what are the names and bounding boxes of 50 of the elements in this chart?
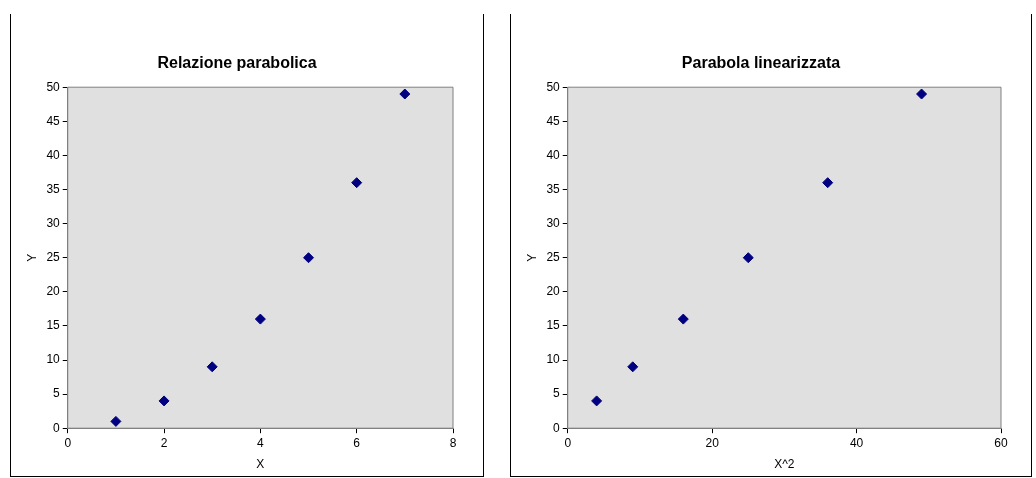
point	[627, 361, 639, 373]
chart-title: Relazione parabolica	[157, 54, 317, 72]
point	[916, 88, 928, 100]
y-tick-label: 5	[53, 386, 61, 401]
y-tick-label: 45	[46, 113, 61, 128]
y-tick-label: 15	[546, 318, 561, 333]
y-tick-label: 40	[46, 147, 61, 162]
y-tick-label: 10	[46, 352, 61, 367]
y-tick-label: 30	[46, 215, 61, 230]
y-tick-label: 20	[546, 284, 561, 299]
x-tick-label: 20	[705, 435, 720, 450]
x-tick-label: 0	[564, 435, 572, 450]
y-tick-label: 25	[546, 250, 561, 265]
x-axis-title: X	[256, 457, 265, 472]
point	[351, 177, 363, 189]
y-tick-label: 5	[553, 386, 561, 401]
point	[742, 252, 754, 264]
x-tick-label: 4	[257, 435, 265, 450]
y-tick-label: 15	[46, 318, 61, 333]
point	[677, 313, 689, 325]
y-tick-label: 0	[553, 420, 561, 435]
y-tick-label: 0	[53, 420, 61, 435]
y-tick-label: 50	[546, 79, 561, 94]
point	[254, 313, 266, 325]
y-tick-label: 45	[546, 113, 561, 128]
y-tick-label: 25	[46, 250, 61, 265]
y-tick-label: 40	[546, 147, 561, 162]
y-tick-label: 35	[46, 181, 61, 196]
y-tick-label: 10	[546, 352, 561, 367]
x-tick-label: 8	[449, 435, 457, 450]
y-axis-title: Y	[24, 253, 39, 262]
y-tick-label: 20	[46, 284, 61, 299]
point	[399, 88, 411, 100]
chart-title: Parabola linearizzata	[681, 54, 841, 72]
point	[110, 415, 122, 427]
point	[158, 395, 170, 407]
y-tick-label: 35	[546, 181, 561, 196]
point	[822, 177, 834, 189]
point	[303, 252, 315, 264]
x-tick-label: 60	[994, 435, 1008, 450]
x-axis-title: X^2	[774, 457, 795, 472]
y-tick-label: 30	[546, 215, 561, 230]
y-axis-title: Y	[524, 253, 539, 262]
x-tick-label: 40	[849, 435, 864, 450]
point	[206, 361, 218, 373]
x-tick-label: 6	[353, 435, 361, 450]
y-tick-label: 50	[46, 79, 61, 94]
x-tick-label: 0	[64, 435, 72, 450]
x-tick-label: 2	[160, 435, 168, 450]
point	[591, 395, 603, 407]
